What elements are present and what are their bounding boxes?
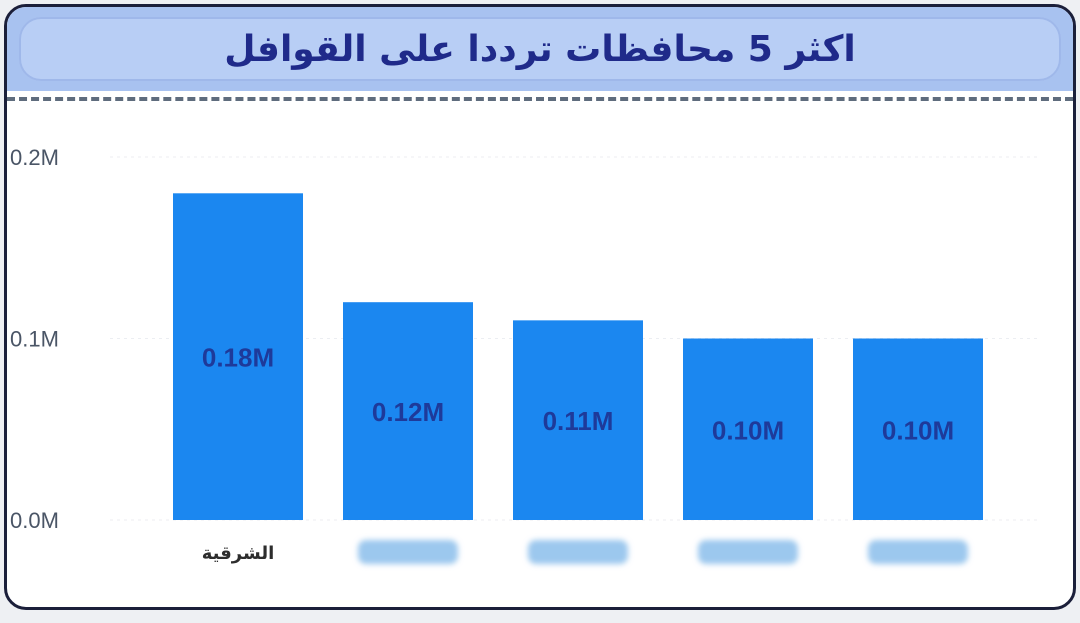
header-divider <box>7 97 1073 101</box>
bar-value-label: 0.11M <box>543 406 614 436</box>
bar[interactable] <box>343 302 473 520</box>
bar[interactable] <box>853 338 983 521</box>
chart-header: اكثر 5 محافظات ترددا على القوافل <box>7 7 1073 91</box>
bars: 0.18M 0.12M 0.11M 0.10M 0.10M <box>173 193 983 521</box>
bar-value-label: 0.18M <box>202 343 274 373</box>
category-label-redacted <box>358 540 458 564</box>
category-label-redacted <box>868 540 968 564</box>
category-label-redacted <box>528 540 628 564</box>
x-axis: الشرقية <box>202 540 968 564</box>
bar[interactable] <box>173 193 303 521</box>
bar-value-label: 0.12M <box>372 397 444 427</box>
bar[interactable] <box>683 338 813 521</box>
y-axis: 0.0M 0.1M 0.2M <box>10 145 59 533</box>
bar-value-label: 0.10M <box>712 415 784 445</box>
bar[interactable] <box>513 320 643 520</box>
y-tick-label: 0.0M <box>10 508 59 533</box>
y-tick-label: 0.2M <box>10 145 59 170</box>
y-tick-label: 0.1M <box>10 327 59 352</box>
chart-title: اكثر 5 محافظات ترددا على القوافل <box>224 28 856 70</box>
category-label-redacted <box>698 540 798 564</box>
category-label: الشرقية <box>202 543 275 564</box>
title-banner: اكثر 5 محافظات ترددا على القوافل <box>19 17 1061 81</box>
bar-value-label: 0.10M <box>882 415 954 445</box>
